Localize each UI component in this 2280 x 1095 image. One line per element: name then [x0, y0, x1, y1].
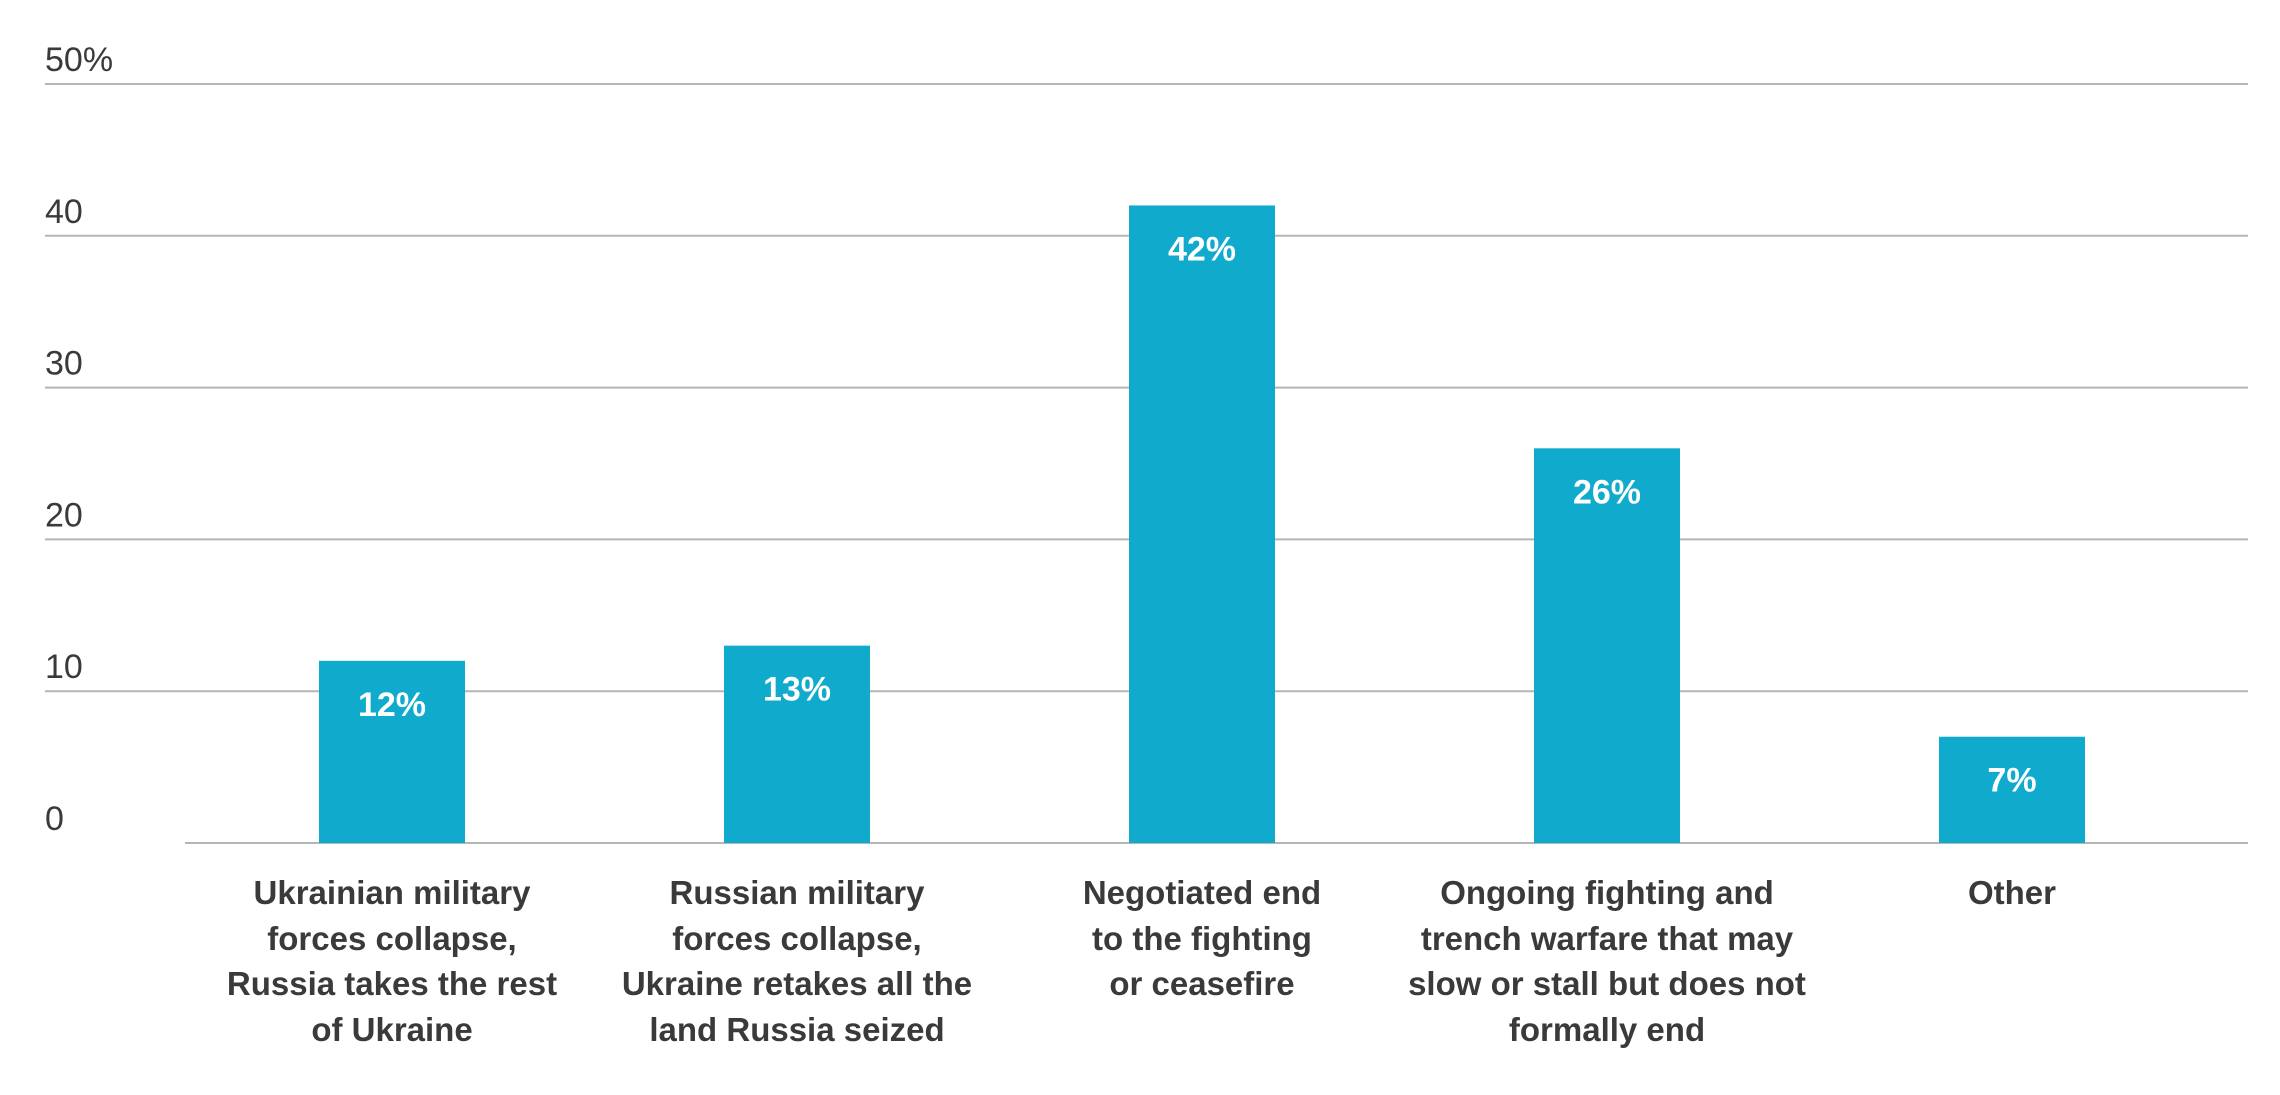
bar-data-label: 42% [1168, 230, 1236, 268]
x-category-label-line: to the fighting [1092, 919, 1312, 957]
bar [1534, 448, 1680, 843]
x-category-label: Ongoing fighting and trench warfare that … [1397, 870, 1817, 1052]
x-category-label-line: trench warfare that may [1420, 919, 1794, 957]
x-category-label: Negotiated end to the fighting or ceasefir… [992, 870, 1412, 1007]
bars [319, 205, 2085, 843]
x-category-label-line: land Russia seized [649, 1010, 945, 1048]
x-category-label-line: forces collapse, [267, 919, 517, 957]
bar [724, 645, 870, 843]
x-category-label: Russian military forces collapse, Ukraine … [587, 870, 1007, 1052]
x-category-label-line: formally end [1508, 1010, 1706, 1048]
x-category-label-line: forces collapse, [672, 919, 922, 957]
x-category-label-line: Negotiated end [1082, 874, 1322, 911]
x-category-label-line: or ceasefire [1109, 965, 1295, 1002]
x-category-label-line: Ukrainian military [253, 874, 531, 911]
y-tick-label: 10 [45, 648, 83, 686]
bar [1129, 205, 1275, 843]
y-tick-label: 0 [45, 800, 64, 838]
x-category-label-line: Russia takes the rest [226, 965, 558, 1002]
x-category-label-line: Ukraine retakes all the [621, 965, 973, 1002]
y-tick-label: 50% [45, 41, 113, 79]
y-tick-label: 20 [45, 496, 83, 534]
y-axis-tick-labels: 0 10 20 30 40 50% [45, 41, 113, 838]
x-category-label: Ukrainian military forces collapse, Russia… [182, 870, 602, 1052]
x-category-label-line: slow or stall but does not [1408, 965, 1806, 1002]
x-category-label-line: of Ukraine [311, 1010, 473, 1048]
x-category-label-line: Ongoing fighting and [1440, 874, 1774, 911]
bar-data-label: 26% [1573, 473, 1641, 511]
data-labels: 12% 13% 42% 26% 7% [358, 230, 2037, 799]
x-category-label-line: Russian military [669, 874, 925, 911]
x-category-label-line: Other [1967, 874, 2056, 911]
y-tick-label: 30 [45, 345, 83, 383]
bar [319, 660, 465, 843]
bar [1939, 736, 2085, 843]
x-category-label: Other [1802, 870, 2222, 916]
bar-data-label: 12% [358, 686, 426, 724]
y-tick-label: 40 [45, 193, 83, 231]
bar-data-label: 7% [1987, 762, 2036, 800]
bar-data-label: 13% [763, 671, 831, 709]
